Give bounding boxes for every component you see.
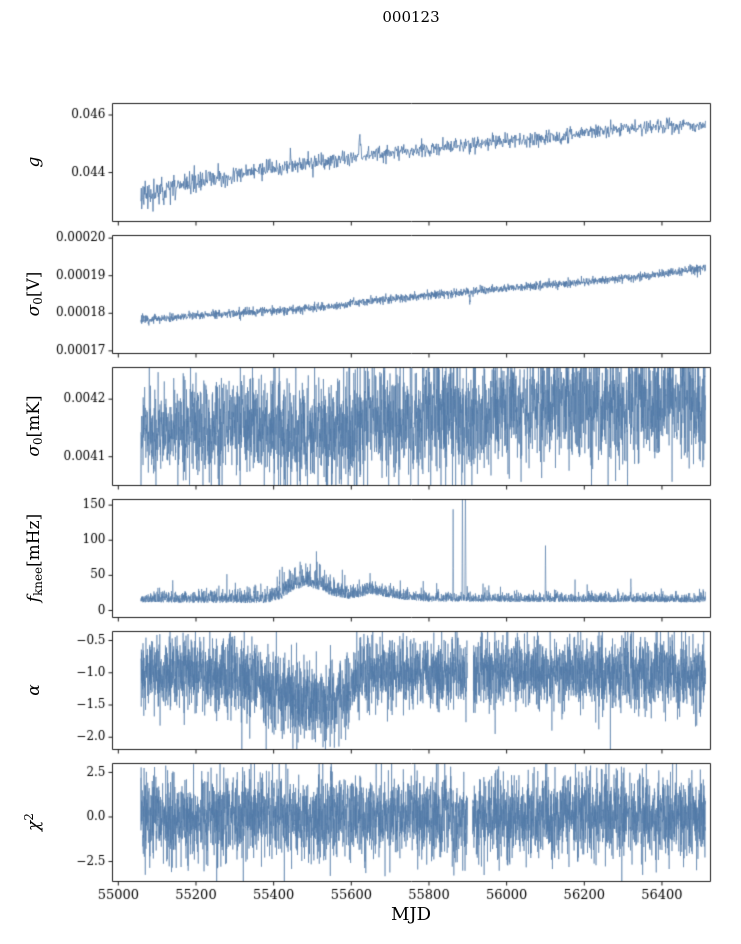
ylabel-sigma0-mk-symbol: σ: [24, 445, 44, 457]
ylabel-sigma0-v-unit: [V]: [24, 271, 44, 298]
ylabel-g-symbol: g: [24, 156, 44, 168]
ylabel-sigma0-mk-subscript: 0: [31, 437, 45, 446]
ylabel-sigma0-v-symbol: σ: [24, 304, 44, 317]
ylabel-alpha-symbol: α: [24, 684, 44, 696]
ylabel-fknee-unit: [mHz]: [24, 513, 44, 567]
figure-title: 000123: [382, 8, 440, 26]
ylabel-fknee-subscript: knee: [31, 566, 45, 596]
ylabel-fknee-symbol: f: [24, 595, 44, 603]
ylabel-sigma0-mk-unit: [mK]: [24, 395, 44, 438]
ylabel-chi2-symbol: χ: [24, 820, 44, 831]
ylabel-chi2-superscript: 2: [22, 813, 36, 821]
ylabel-sigma0-v-subscript: 0: [31, 297, 45, 305]
x-axis-label: MJD: [390, 904, 432, 925]
